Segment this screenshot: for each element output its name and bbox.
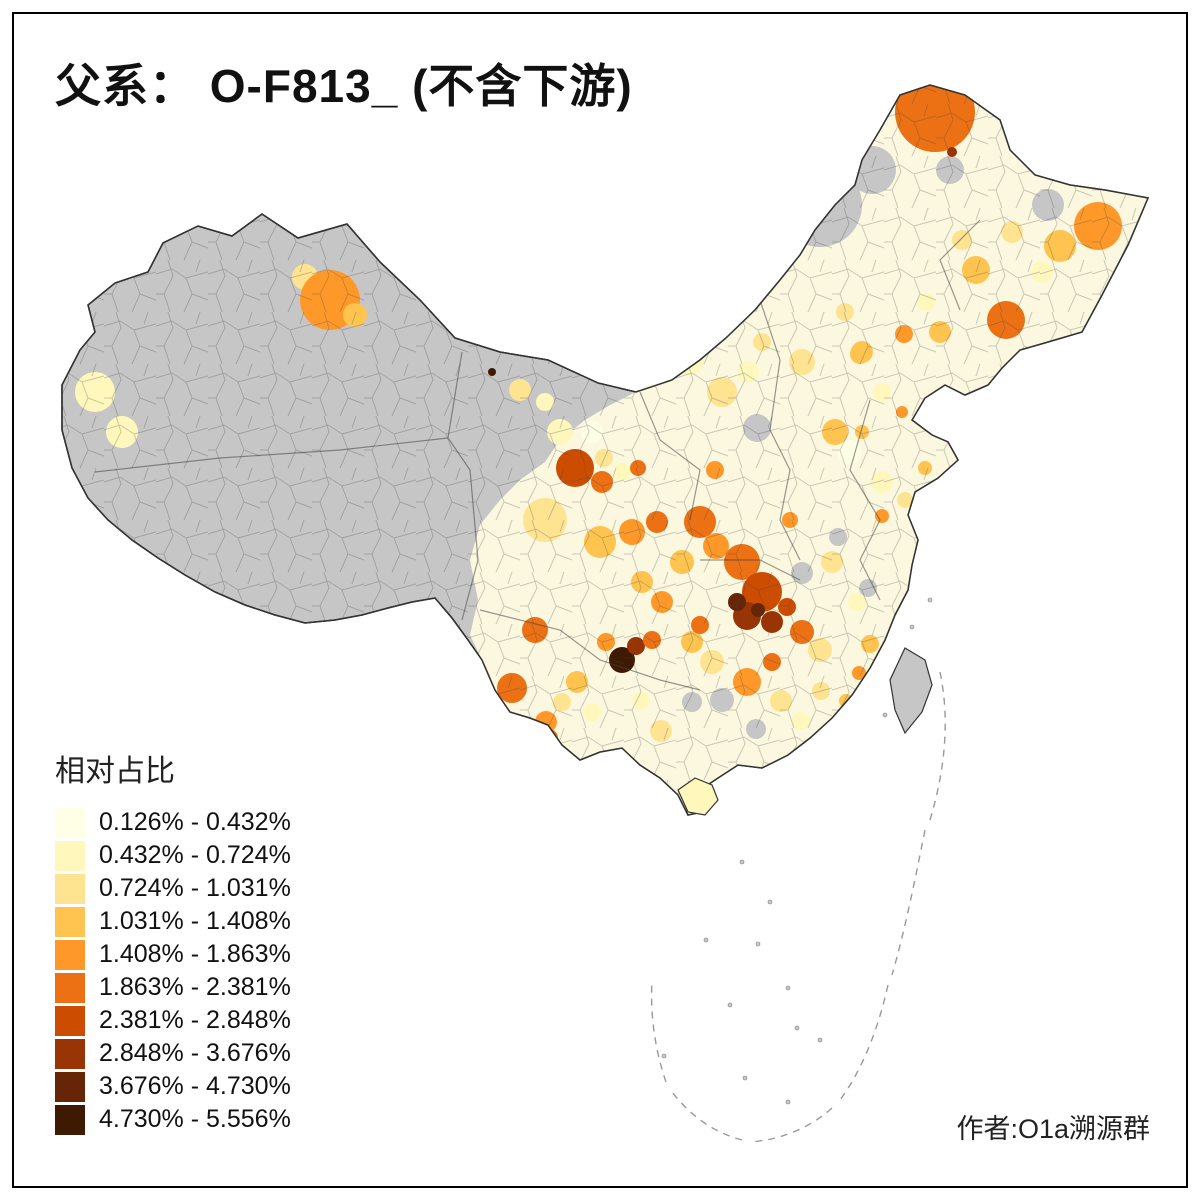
map-region bbox=[687, 317, 717, 347]
legend-label: 0.724% - 1.031% bbox=[99, 874, 291, 902]
legend-item: 3.676% - 4.730% bbox=[55, 1070, 291, 1103]
legend-item: 1.863% - 2.381% bbox=[55, 971, 291, 1004]
south-china-sea-islands bbox=[661, 597, 933, 1105]
nine-dash-line bbox=[650, 671, 946, 1143]
taiwan-island bbox=[889, 647, 933, 735]
legend-item: 2.381% - 2.848% bbox=[55, 1004, 291, 1037]
map-title: 父系： O-F813_ (不含下游) bbox=[55, 60, 633, 112]
legend: 相对占比 0.126% - 0.432% 0.432% - 0.724% 0.7… bbox=[55, 746, 291, 1136]
legend-swatch bbox=[55, 972, 85, 1003]
legend-swatch bbox=[55, 1071, 85, 1102]
hainan-island bbox=[677, 777, 719, 816]
legend-label: 2.848% - 3.676% bbox=[99, 1039, 291, 1067]
legend-swatch bbox=[55, 1104, 85, 1135]
legend-label: 1.408% - 1.863% bbox=[99, 940, 291, 968]
legend-label: 2.381% - 2.848% bbox=[99, 1006, 291, 1034]
legend-swatch bbox=[55, 1038, 85, 1069]
legend-swatch bbox=[55, 840, 85, 871]
legend-swatch bbox=[55, 807, 85, 838]
map-region bbox=[640, 260, 696, 316]
legend-label: 0.432% - 0.724% bbox=[99, 841, 291, 869]
legend-label: 4.730% - 5.556% bbox=[99, 1105, 291, 1133]
legend-swatch bbox=[55, 939, 85, 970]
author-credit: 作者:O1a溯源群 bbox=[956, 1114, 1150, 1144]
province-borders bbox=[94, 219, 981, 691]
legend-label: 3.676% - 4.730% bbox=[99, 1072, 291, 1100]
legend-items: 0.126% - 0.432% 0.432% - 0.724% 0.724% -… bbox=[55, 806, 291, 1136]
legend-swatch bbox=[55, 873, 85, 904]
map-region bbox=[590, 290, 670, 370]
legend-item: 0.126% - 0.432% bbox=[55, 806, 291, 839]
legend-item: 1.408% - 1.863% bbox=[55, 938, 291, 971]
legend-swatch bbox=[55, 1005, 85, 1036]
legend-label: 1.863% - 2.381% bbox=[99, 973, 291, 1001]
legend-title: 相对占比 bbox=[55, 755, 175, 788]
legend-item: 0.724% - 1.031% bbox=[55, 872, 291, 905]
legend-swatch bbox=[55, 906, 85, 937]
legend-label: 0.126% - 0.432% bbox=[99, 808, 291, 836]
mainland-outline bbox=[61, 84, 1150, 816]
legend-item: 0.432% - 0.724% bbox=[55, 839, 291, 872]
legend-item: 2.848% - 3.676% bbox=[55, 1037, 291, 1070]
legend-label: 1.031% - 1.408% bbox=[99, 907, 291, 935]
legend-item: 4.730% - 5.556% bbox=[55, 1103, 291, 1136]
legend-item: 1.031% - 1.408% bbox=[55, 905, 291, 938]
